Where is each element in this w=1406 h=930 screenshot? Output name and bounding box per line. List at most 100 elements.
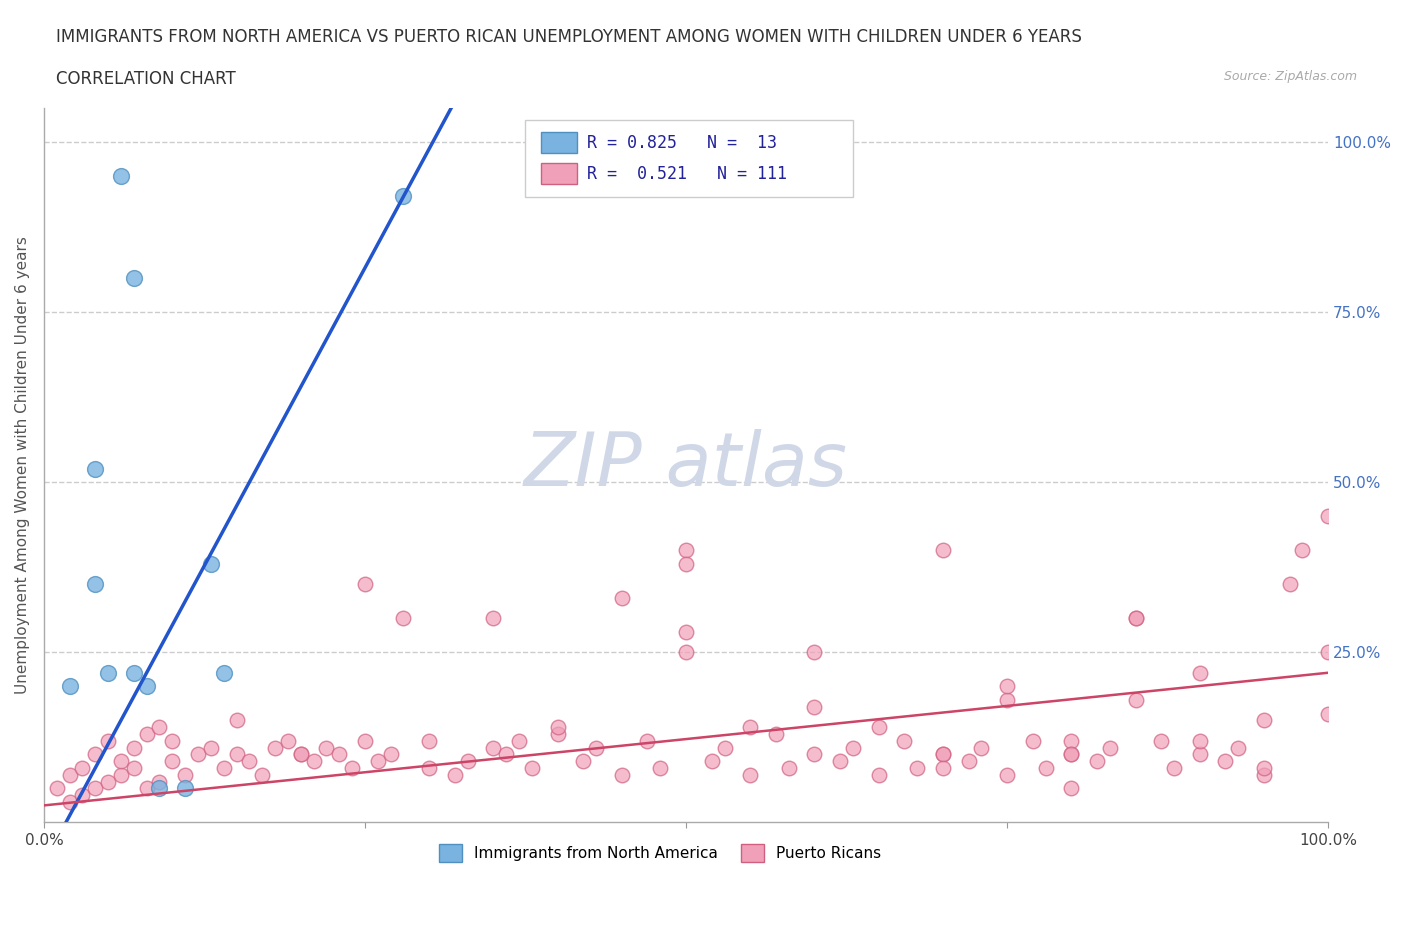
Point (162, 734, 184, 749)
Point (830, 753, 852, 768)
Point (250, 767, 273, 782)
Point (637, 734, 659, 749)
Point (162, 753, 184, 768)
Point (1253, 713, 1275, 728)
Point (444, 767, 467, 782)
Point (302, 753, 325, 768)
Point (1188, 747, 1211, 762)
Point (1060, 747, 1083, 762)
Point (200, 556, 222, 571)
Point (354, 734, 377, 749)
Point (1188, 734, 1211, 749)
Point (905, 761, 928, 776)
Point (84, 577, 107, 591)
Point (72, 761, 94, 776)
Point (122, 665, 145, 680)
Point (932, 543, 955, 558)
Text: R =  0.521   N = 111: R = 0.521 N = 111 (588, 166, 787, 183)
Point (457, 753, 479, 768)
Point (868, 767, 890, 782)
Point (72, 788, 94, 803)
Point (225, 747, 247, 762)
Point (482, 740, 505, 755)
Point (277, 734, 299, 749)
Point (122, 271, 145, 286)
Point (58, 794, 80, 809)
Point (1291, 543, 1313, 558)
Point (1188, 665, 1211, 680)
Point (264, 740, 287, 755)
Point (893, 734, 915, 749)
Point (713, 740, 735, 755)
Point (803, 644, 825, 659)
Point (340, 761, 363, 776)
Point (380, 747, 402, 762)
Point (957, 753, 980, 768)
Point (84, 461, 107, 476)
Point (148, 781, 170, 796)
Point (508, 734, 530, 749)
Point (803, 747, 825, 762)
Point (122, 761, 145, 776)
Point (547, 720, 569, 735)
Point (97, 665, 120, 680)
Point (200, 740, 222, 755)
Point (1125, 611, 1147, 626)
Point (45, 781, 67, 796)
Point (367, 753, 389, 768)
Point (354, 577, 377, 591)
Point (1227, 740, 1250, 755)
Point (520, 761, 543, 776)
Point (1317, 644, 1340, 659)
Point (1098, 740, 1121, 755)
Point (675, 624, 697, 639)
Point (1060, 734, 1083, 749)
Point (1317, 509, 1340, 524)
Point (58, 767, 80, 782)
Point (932, 747, 955, 762)
Point (650, 761, 672, 776)
Point (1035, 761, 1057, 776)
Point (1085, 753, 1108, 768)
Point (122, 740, 145, 755)
Point (110, 753, 132, 768)
Point (495, 747, 517, 762)
Point (970, 740, 993, 755)
Point (97, 734, 120, 749)
Point (585, 740, 607, 755)
Point (418, 761, 440, 776)
Point (392, 189, 415, 204)
Point (1253, 761, 1275, 776)
Point (84, 781, 107, 796)
Point (675, 644, 697, 659)
Point (135, 781, 157, 796)
Point (1317, 706, 1340, 721)
Point (58, 679, 80, 694)
Point (148, 720, 170, 735)
Text: R = 0.825   N =  13: R = 0.825 N = 13 (588, 134, 778, 152)
Point (778, 761, 800, 776)
Point (290, 747, 312, 762)
Point (315, 740, 337, 755)
Point (1060, 781, 1083, 796)
FancyBboxPatch shape (541, 163, 576, 184)
Text: ZIP atlas: ZIP atlas (524, 430, 848, 501)
Point (868, 720, 890, 735)
Point (212, 761, 235, 776)
Point (1125, 693, 1147, 708)
Point (418, 734, 440, 749)
Point (995, 693, 1018, 708)
Point (187, 747, 209, 762)
FancyBboxPatch shape (541, 131, 576, 153)
Point (238, 753, 260, 768)
Point (675, 543, 697, 558)
Point (803, 699, 825, 714)
Point (995, 767, 1018, 782)
Point (610, 591, 633, 605)
Y-axis label: Unemployment Among Women with Children Under 6 years: Unemployment Among Women with Children U… (15, 236, 30, 694)
Point (842, 740, 865, 755)
Point (1125, 611, 1147, 626)
Point (84, 747, 107, 762)
Point (135, 726, 157, 741)
Point (110, 168, 132, 183)
